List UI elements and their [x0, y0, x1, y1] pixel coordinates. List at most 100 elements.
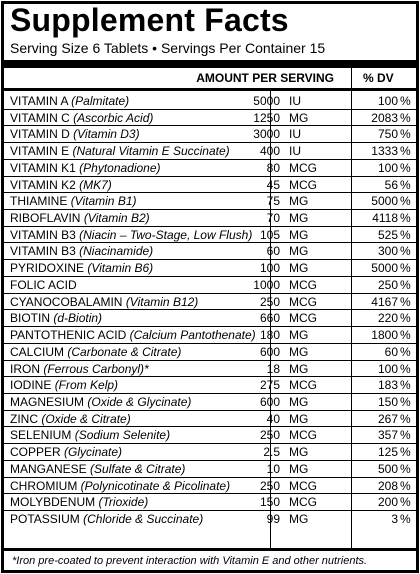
- nutrient-name: IRON (Ferrous Carbonyl)*: [10, 361, 149, 378]
- nutrient-name: POTASSIUM (Chloride & Succinate): [10, 511, 203, 528]
- nutrient-name: VITAMIN C (Ascorbic Acid): [10, 110, 153, 127]
- table-row: FOLIC ACID 1000 MCG 250%: [4, 277, 416, 294]
- table-row: IODINE (From Kelp) 275 MCG 183%: [4, 377, 416, 394]
- nutrient-name: SELENIUM (Sodium Selenite): [10, 427, 170, 444]
- percent-sign: %: [400, 227, 411, 242]
- nutrient-name: PYRIDOXINE (Vitamin B6): [10, 260, 153, 277]
- amount-unit: MCG: [289, 378, 317, 393]
- amount-unit: IU: [289, 144, 301, 159]
- daily-value: 2083: [371, 110, 398, 125]
- amount-value: 75: [266, 194, 280, 209]
- amount-unit: MCG: [289, 294, 317, 309]
- nutrient-name: PANTOTHENIC ACID (Calcium Pantothenate): [10, 327, 256, 344]
- amount-unit: MG: [289, 411, 309, 426]
- nutrient-name: CALCIUM (Carbonate & Citrate): [10, 344, 181, 361]
- nutrient-form: (Carbonate & Citrate): [67, 344, 182, 359]
- nutrient-form: (Ascorbic Acid): [73, 110, 154, 125]
- daily-value: 60: [384, 344, 398, 359]
- daily-value: 4118: [372, 211, 398, 226]
- footer-divider: [4, 548, 416, 551]
- amount-value: 400: [259, 144, 280, 159]
- daily-value: 5000: [371, 261, 398, 276]
- percent-sign: %: [400, 294, 411, 309]
- amount-value: 18: [266, 361, 280, 376]
- amount-unit: MG: [289, 194, 309, 209]
- daily-value: 56: [384, 177, 398, 192]
- nutrient-label: CYANOCOBALAMIN: [10, 294, 123, 309]
- table-row: VITAMIN K2 (MK7) 45 MCG 56%: [4, 177, 416, 194]
- percent-sign: %: [400, 277, 411, 292]
- amount-column-right-divider: [351, 91, 352, 549]
- daily-value: 100: [377, 361, 398, 376]
- amount-unit: MCG: [289, 277, 317, 292]
- percent-sign: %: [400, 428, 411, 443]
- serving-info: Serving Size 6 Tablets • Servings Per Co…: [10, 40, 326, 56]
- daily-value: 1800: [371, 328, 398, 343]
- percent-sign: %: [400, 511, 411, 526]
- nutrient-name: MAGNESIUM (Oxide & Glycinate): [10, 394, 191, 411]
- amount-value: 660: [259, 311, 280, 326]
- amount-value: 250: [259, 478, 280, 493]
- nutrient-form: (Vitamin D3): [73, 127, 140, 142]
- nutrient-name: CYANOCOBALAMIN (Vitamin B12): [10, 294, 198, 311]
- nutrient-label: THIAMINE: [10, 194, 68, 209]
- amount-value: 99: [266, 511, 280, 526]
- amount-unit: MG: [289, 511, 309, 526]
- daily-value: 267: [377, 411, 398, 426]
- footnote: *Iron pre-coated to prevent interaction …: [12, 555, 368, 567]
- percent-sign: %: [400, 411, 411, 426]
- amount-unit: MG: [289, 110, 309, 125]
- nutrient-label: IRON: [10, 361, 40, 376]
- nutrient-name: VITAMIN K1 (Phytonadione): [10, 160, 161, 177]
- daily-value: 4167: [371, 294, 398, 309]
- nutrient-form: (Glycinate): [64, 445, 123, 460]
- amount-unit: MCG: [289, 160, 317, 175]
- amount-value: 60: [266, 244, 280, 259]
- nutrient-label: MANGANESE: [10, 461, 87, 476]
- table-row: PYRIDOXINE (Vitamin B6) 100 MG 5000%: [4, 260, 416, 277]
- nutrient-label: VITAMIN E: [10, 144, 70, 159]
- percent-sign: %: [400, 261, 411, 276]
- nutrient-form: (Vitamin B6): [87, 261, 154, 276]
- nutrient-label: MOLYBDENUM: [10, 495, 96, 510]
- nutrient-form: (Palmitate): [71, 94, 130, 108]
- nutrient-form: (d-Biotin): [53, 311, 103, 326]
- nutrient-label: MAGNESIUM: [10, 394, 85, 409]
- daily-value: 200: [377, 495, 398, 510]
- percent-sign: %: [400, 194, 411, 209]
- nutrient-form: (Vitamin B2): [83, 211, 150, 226]
- daily-value: 500: [377, 461, 398, 476]
- daily-value: 100: [377, 94, 398, 108]
- nutrient-label: VITAMIN K1: [10, 160, 76, 175]
- nutrient-form: (Ferrous Carbonyl)*: [43, 361, 149, 376]
- table-row: COPPER (Glycinate) 2.5 MG 125%: [4, 444, 416, 461]
- table-row: ZINC (Oxide & Citrate) 40 MG 267%: [4, 411, 416, 428]
- nutrient-label: PYRIDOXINE: [10, 261, 85, 276]
- nutrient-name: IODINE (From Kelp): [10, 377, 118, 394]
- nutrient-name: VITAMIN E (Natural Vitamin E Succinate): [10, 143, 230, 160]
- nutrient-label: VITAMIN B3: [10, 227, 76, 242]
- daily-value: 1333: [371, 144, 398, 159]
- table-row: IRON (Ferrous Carbonyl)* 18 MG 100%: [4, 361, 416, 378]
- nutrient-table: VITAMIN A (Palmitate) 5000 IU 100% VITAMIN C…: [4, 93, 416, 528]
- percent-sign: %: [400, 461, 411, 476]
- table-row: VITAMIN D (Vitamin D3) 3000 IU 750%: [4, 126, 416, 144]
- amount-unit: MCG: [289, 428, 317, 443]
- amount-unit: IU: [289, 127, 301, 142]
- amount-unit: MCG: [289, 495, 317, 510]
- table-row: CALCIUM (Carbonate & Citrate) 600 MG 60%: [4, 344, 416, 361]
- nutrient-label: PANTOTHENIC ACID: [10, 328, 127, 343]
- nutrient-form: (From Kelp): [54, 378, 119, 393]
- table-row: VITAMIN E (Natural Vitamin E Succinate) 4…: [4, 143, 416, 160]
- nutrient-name: VITAMIN A (Palmitate): [10, 93, 129, 110]
- percent-sign: %: [400, 244, 411, 259]
- daily-value: 150: [377, 394, 398, 409]
- nutrient-form: (Niacinamide): [79, 244, 154, 259]
- table-row: THIAMINE (Vitamin B1) 75 MG 5000%: [4, 193, 416, 211]
- amount-value: 3000: [253, 127, 280, 142]
- percent-sign: %: [400, 328, 411, 343]
- amount-value: 105: [259, 227, 280, 242]
- nutrient-name: VITAMIN D (Vitamin D3): [10, 126, 140, 143]
- nutrient-form: (Calcium Pantothenate): [129, 328, 256, 343]
- nutrient-label: FOLIC ACID: [10, 277, 77, 292]
